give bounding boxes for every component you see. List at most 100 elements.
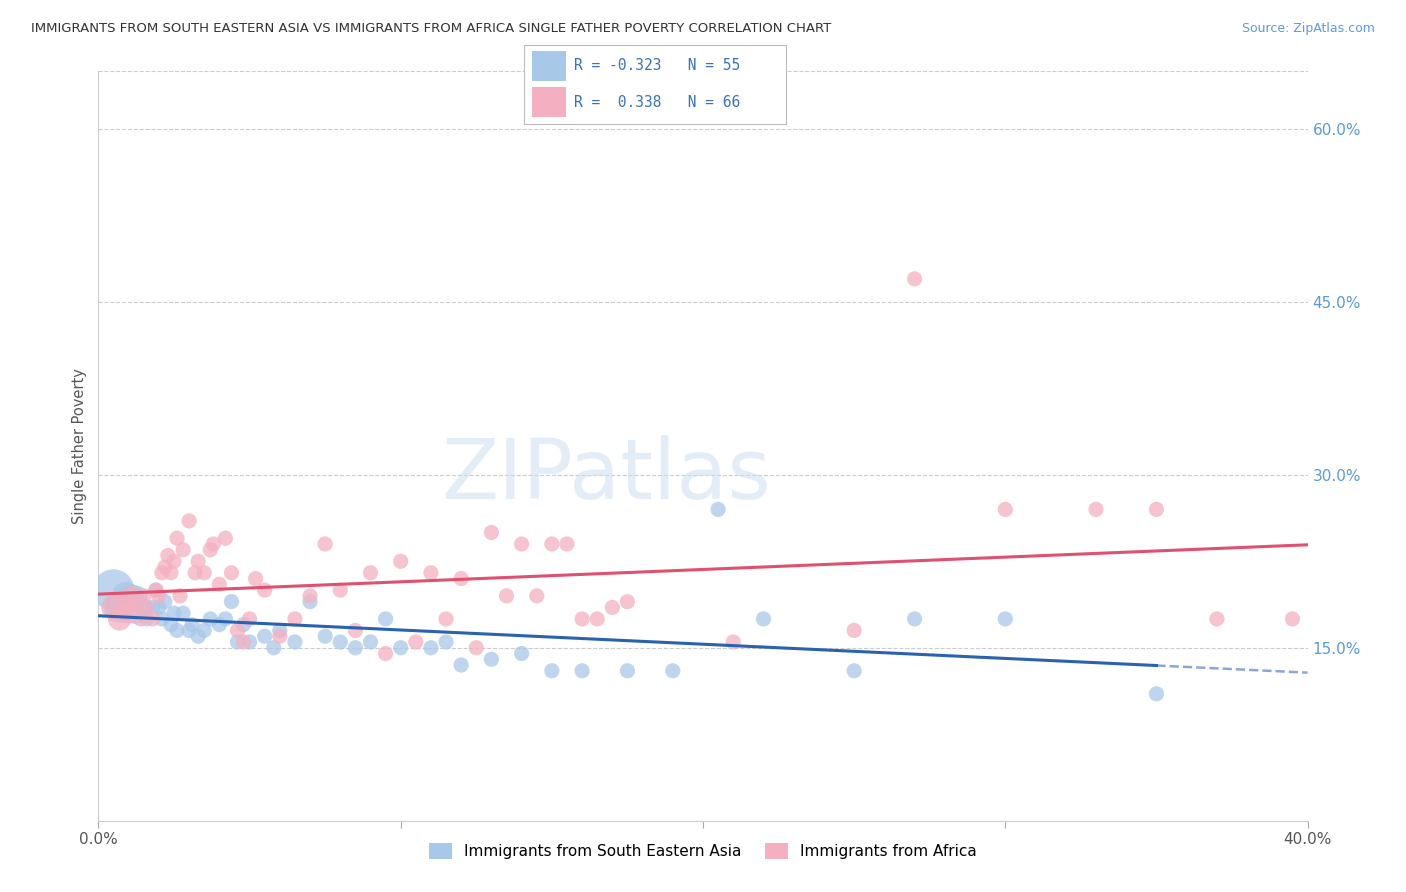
Point [145, 583, 167, 598]
Point [540, 537, 562, 551]
Text: IMMIGRANTS FROM SOUTH EASTERN ASIA VS IMMIGRANTS FROM AFRICA SINGLE FATHER POVER: IMMIGRANTS FROM SOUTH EASTERN ASIA VS IM… [31, 22, 831, 36]
Point [108, 600, 131, 615]
Point [214, 612, 236, 626]
Point [232, 617, 254, 632]
Point [124, 600, 146, 615]
Point [602, 600, 624, 615]
Point [187, 554, 209, 568]
Point [132, 589, 155, 603]
Point [124, 606, 146, 620]
Point [132, 600, 155, 615]
Point [121, 589, 143, 603]
Bar [533, 51, 567, 81]
Point [661, 664, 683, 678]
Point [481, 652, 503, 666]
Bar [533, 87, 567, 117]
Point [202, 537, 225, 551]
Point [994, 502, 1017, 516]
Point [184, 566, 207, 580]
Point [571, 612, 593, 626]
Text: Source: ZipAtlas.com: Source: ZipAtlas.com [1241, 22, 1375, 36]
Point [434, 612, 457, 626]
Point [153, 560, 176, 574]
Point [844, 624, 866, 638]
Point [389, 640, 412, 655]
Point [253, 583, 276, 598]
Point [495, 589, 517, 603]
Point [510, 537, 533, 551]
Point [344, 624, 367, 638]
Point [160, 566, 183, 580]
Point [1144, 687, 1167, 701]
Point [221, 566, 243, 580]
Point [510, 647, 533, 661]
Point [616, 664, 638, 678]
Point [226, 635, 249, 649]
Point [193, 624, 215, 638]
Point [752, 612, 775, 626]
Point [148, 600, 170, 615]
Point [284, 612, 307, 626]
Point [904, 272, 927, 286]
Point [214, 531, 236, 545]
Point [163, 606, 186, 620]
Point [166, 624, 188, 638]
Point [707, 502, 730, 516]
Point [245, 572, 267, 586]
Point [540, 664, 562, 678]
Point [1085, 502, 1108, 516]
Point [226, 624, 249, 638]
Point [314, 537, 336, 551]
Point [1144, 502, 1167, 516]
Point [405, 635, 427, 649]
Point [329, 635, 352, 649]
Point [269, 624, 291, 638]
Point [374, 612, 396, 626]
Point [118, 606, 141, 620]
Point [374, 647, 396, 661]
Point [616, 594, 638, 608]
Point [481, 525, 503, 540]
Point [127, 589, 149, 603]
Point [420, 640, 443, 655]
Text: R =  0.338   N = 66: R = 0.338 N = 66 [574, 95, 741, 110]
Point [163, 554, 186, 568]
Point [221, 594, 243, 608]
Point [166, 531, 188, 545]
Point [586, 612, 609, 626]
Point [145, 583, 167, 598]
Point [329, 583, 352, 598]
Point [181, 617, 204, 632]
Point [160, 617, 183, 632]
Point [360, 566, 382, 580]
Point [208, 577, 231, 591]
Point [103, 583, 125, 598]
Point [103, 600, 125, 615]
Point [420, 566, 443, 580]
Point [135, 612, 157, 626]
Point [114, 589, 136, 603]
Point [904, 612, 927, 626]
Point [239, 612, 262, 626]
Point [153, 594, 176, 608]
Legend: Immigrants from South Eastern Asia, Immigrants from Africa: Immigrants from South Eastern Asia, Immi… [423, 838, 983, 865]
Point [571, 664, 593, 678]
Point [344, 640, 367, 655]
Point [187, 629, 209, 643]
Point [179, 514, 201, 528]
Point [263, 640, 285, 655]
Point [1206, 612, 1229, 626]
Point [555, 537, 578, 551]
Point [200, 612, 222, 626]
Point [148, 589, 170, 603]
Point [450, 658, 472, 673]
Point [844, 664, 866, 678]
Point [156, 549, 179, 563]
Point [169, 589, 191, 603]
Y-axis label: Single Father Poverty: Single Father Poverty [72, 368, 87, 524]
Point [389, 554, 412, 568]
Point [450, 572, 472, 586]
Point [114, 594, 136, 608]
Text: ZIPatlas: ZIPatlas [441, 435, 772, 516]
Point [723, 635, 745, 649]
